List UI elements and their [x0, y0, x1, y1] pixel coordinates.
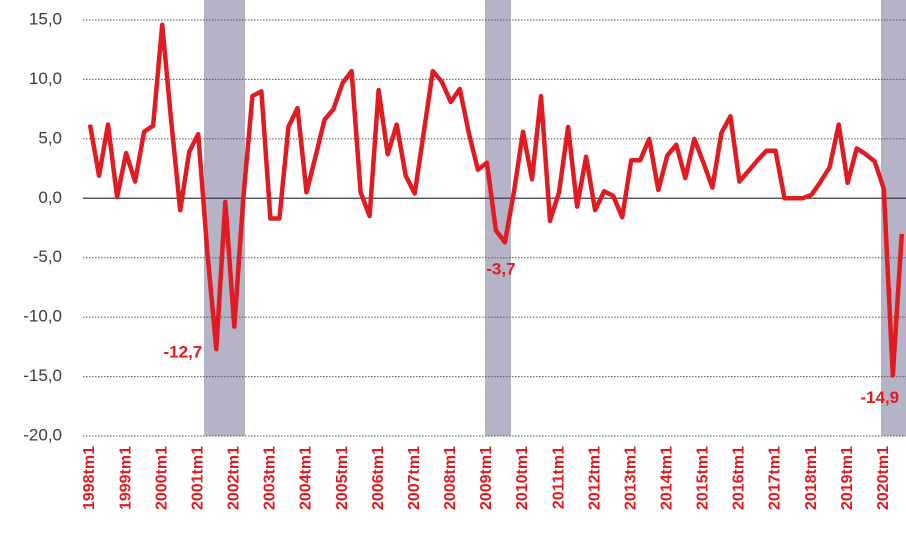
y-tick-label: -10,0 — [23, 307, 62, 326]
value-label: -12,7 — [164, 343, 203, 362]
x-tick-label: 2010tm1 — [514, 446, 531, 510]
y-tick-label: 10,0 — [29, 69, 62, 88]
x-tick-label: 2004tm1 — [298, 446, 315, 510]
x-tick-label: 2000tm1 — [153, 446, 170, 510]
value-label: -14,9 — [860, 388, 899, 407]
x-tick-label: 2018tm1 — [803, 446, 820, 510]
x-tick-label: 1998tm1 — [81, 446, 98, 510]
x-tick-label: 2002tm1 — [226, 446, 243, 510]
y-tick-label: -15,0 — [23, 366, 62, 385]
x-tick-label: 2003tm1 — [262, 446, 279, 510]
x-tick-label: 2009tm1 — [478, 446, 495, 510]
x-tick-label: 2007tm1 — [406, 446, 423, 510]
x-tick-label: 2015tm1 — [695, 446, 712, 510]
value-label: -3,7 — [486, 260, 515, 279]
x-tick-label: 2011tm1 — [550, 446, 567, 509]
x-tick-label: 2005tm1 — [334, 446, 351, 510]
y-tick-label: 0,0 — [38, 188, 62, 207]
x-tick-label: 2016tm1 — [731, 446, 748, 510]
x-tick-label: 2001tm1 — [189, 446, 206, 510]
y-tick-label: -20,0 — [23, 425, 62, 444]
x-tick-label: 2008tm1 — [442, 446, 459, 510]
x-tick-label: 2014tm1 — [658, 446, 675, 510]
x-tick-label: 2006tm1 — [370, 446, 387, 510]
y-tick-label: -5,0 — [33, 247, 62, 266]
x-tick-label: 2017tm1 — [767, 446, 784, 510]
shaded-period — [485, 0, 511, 436]
x-tick-label: 2020tm1 — [875, 446, 892, 510]
data-line — [87, 22, 905, 378]
x-tick-label: 2012tm1 — [586, 446, 603, 510]
x-tick-label: 2019tm1 — [839, 446, 856, 510]
y-tick-label: 5,0 — [38, 128, 62, 147]
x-tick-label: 2013tm1 — [622, 446, 639, 510]
y-tick-label: 15,0 — [29, 9, 62, 28]
x-tick-label: 1999tm1 — [117, 446, 134, 510]
